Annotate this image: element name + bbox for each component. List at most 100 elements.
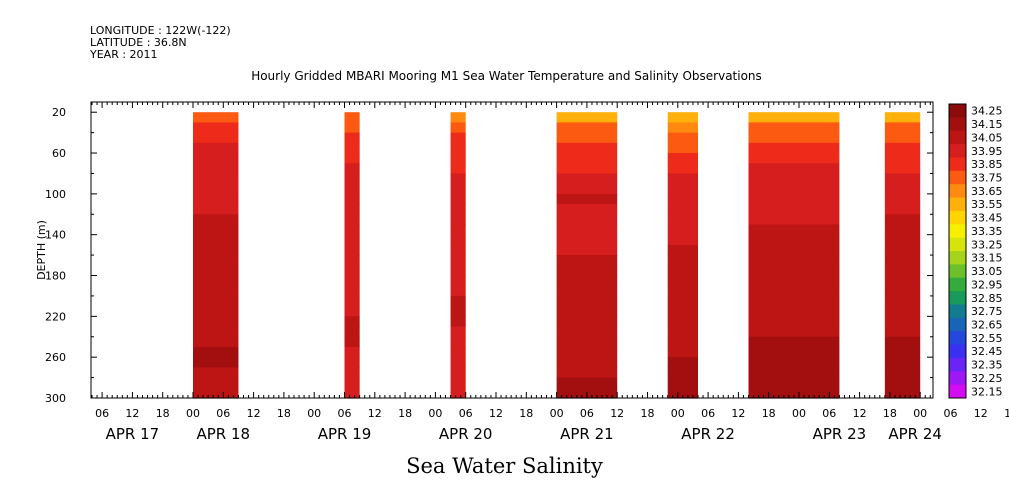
salinity-cell <box>193 306 239 317</box>
salinity-cell <box>667 142 698 154</box>
salinity-cell <box>556 336 618 348</box>
salinity-cell <box>450 377 466 389</box>
colorbar-swatch <box>949 117 966 132</box>
salinity-cell <box>556 234 618 246</box>
salinity-cell <box>556 173 618 185</box>
salinity-cell <box>748 336 840 348</box>
colorbar-tick-label: 33.05 <box>971 265 1003 278</box>
salinity-cell <box>450 387 466 399</box>
salinity-cell <box>667 285 698 297</box>
salinity-cell <box>884 173 921 185</box>
x-hour-tick-label: 12 <box>489 407 503 420</box>
salinity-cell <box>193 285 239 297</box>
salinity-cell <box>884 214 921 226</box>
salinity-cell <box>193 214 239 226</box>
salinity-cell <box>884 224 921 236</box>
salinity-cell <box>556 183 618 195</box>
salinity-cell <box>667 295 698 307</box>
salinity-cell <box>556 295 618 307</box>
salinity-cell <box>344 163 360 175</box>
colorbar-swatch <box>949 251 966 265</box>
salinity-cell <box>193 367 239 379</box>
salinity-cell <box>556 265 618 277</box>
salinity-cell <box>884 112 921 124</box>
salinity-cell <box>193 204 239 215</box>
salinity-cell <box>748 255 840 266</box>
x-hour-tick-label: 12 <box>974 407 988 420</box>
salinity-cell <box>748 153 840 164</box>
salinity-cell <box>193 183 239 195</box>
salinity-cell <box>748 234 840 246</box>
x-hour-tick-label: 06 <box>944 407 958 420</box>
salinity-cell <box>193 255 239 266</box>
salinity-cell <box>667 255 698 266</box>
colorbar-tick-label: 33.95 <box>971 145 1003 158</box>
colorbar-swatch <box>949 317 966 332</box>
salinity-cell <box>344 285 360 297</box>
colorbar-swatch <box>949 384 966 399</box>
salinity-cell <box>193 387 239 399</box>
salinity-cell <box>450 295 466 307</box>
salinity-cell <box>450 255 466 266</box>
x-day-label: APR 17 <box>106 425 160 443</box>
colorbar-tick-label: 34.15 <box>971 118 1003 131</box>
salinity-cell <box>193 224 239 236</box>
salinity-cell <box>344 204 360 215</box>
salinity-cell <box>556 377 618 389</box>
colorbar-tick-label: 32.25 <box>971 372 1003 385</box>
x-hour-tick-label: 06 <box>580 407 594 420</box>
salinity-cell <box>556 306 618 317</box>
salinity-cell <box>344 377 360 389</box>
salinity-cell <box>344 306 360 317</box>
salinity-cell <box>450 112 466 124</box>
salinity-cell <box>667 367 698 379</box>
y-axis-label: DEPTH (m) <box>35 220 48 280</box>
salinity-cell <box>193 336 239 348</box>
x-day-label: APR 20 <box>439 425 493 443</box>
salinity-cell <box>667 336 698 348</box>
salinity-cell <box>667 316 698 328</box>
salinity-cell <box>667 326 698 338</box>
salinity-cell <box>556 275 618 287</box>
x-hour-tick-label: 18 <box>277 407 291 420</box>
salinity-cell <box>667 163 698 175</box>
colorbar-tick-label: 33.55 <box>971 198 1003 211</box>
salinity-cell <box>748 377 840 389</box>
salinity-cell <box>667 234 698 246</box>
colorbar-swatch <box>949 344 966 359</box>
salinity-cell <box>748 295 840 307</box>
colorbar-tick-label: 33.35 <box>971 225 1003 238</box>
salinity-cell <box>667 122 698 134</box>
salinity-cell <box>344 224 360 236</box>
salinity-cell <box>884 306 921 317</box>
colorbar-tick-label: 33.65 <box>971 185 1003 198</box>
salinity-cell <box>884 295 921 307</box>
x-hour-tick-label: 18 <box>519 407 533 420</box>
salinity-cell <box>884 122 921 134</box>
x-hour-tick-label: 12 <box>610 407 624 420</box>
salinity-cell <box>556 214 618 226</box>
salinity-cell <box>748 357 840 368</box>
x-hour-tick-label: 00 <box>307 407 321 420</box>
y-tick-label: 260 <box>45 351 66 364</box>
x-hour-tick-label: 12 <box>247 407 261 420</box>
salinity-cell <box>556 357 618 368</box>
salinity-cell <box>667 275 698 287</box>
colorbar-swatch <box>949 197 966 212</box>
y-tick-label: 20 <box>52 106 66 119</box>
salinity-cell <box>193 142 239 154</box>
salinity-cell <box>193 377 239 389</box>
salinity-cell <box>556 224 618 236</box>
x-hour-tick-label: 18 <box>641 407 655 420</box>
salinity-cell <box>193 112 239 124</box>
salinity-cell <box>450 265 466 277</box>
salinity-cell <box>450 193 466 205</box>
salinity-cell <box>193 326 239 338</box>
salinity-cell <box>344 326 360 338</box>
x-hour-tick-label: 18 <box>398 407 412 420</box>
salinity-cell <box>556 285 618 297</box>
salinity-cell <box>556 163 618 175</box>
colorbar-tick-label: 32.45 <box>971 345 1003 358</box>
salinity-cell <box>344 346 360 358</box>
